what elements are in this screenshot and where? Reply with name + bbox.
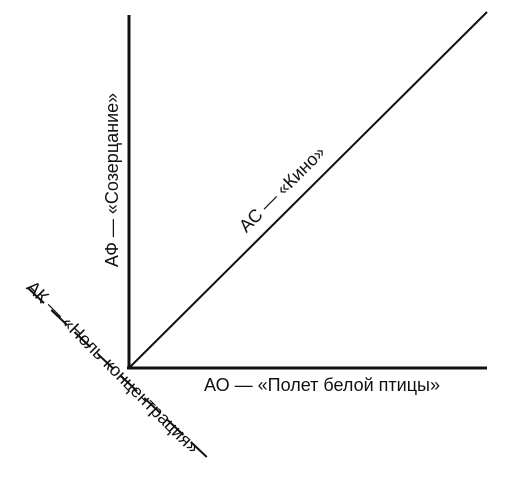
horizontal-label: АО — «Полет белой птицы» xyxy=(204,375,440,395)
dashed-axis xyxy=(27,287,213,463)
vertical-label: АФ — «Созерцание» xyxy=(102,93,122,267)
diagonal-axis xyxy=(128,11,488,369)
diagonal-label: АС — «Кино» xyxy=(235,142,329,236)
